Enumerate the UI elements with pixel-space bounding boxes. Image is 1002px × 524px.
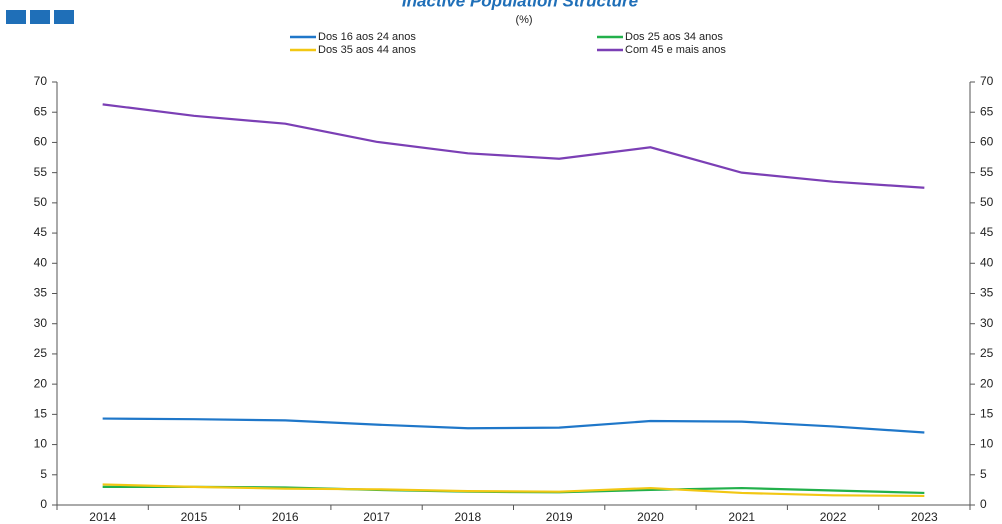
y-tick-label: 10 <box>34 437 48 451</box>
y-tick-label: 65 <box>34 104 48 118</box>
x-tick-label: 2018 <box>454 510 481 524</box>
legend: Dos 16 aos 24 anos Dos 25 aos 34 anos Dos … <box>290 31 726 56</box>
y-tick-label: 5 <box>40 467 47 481</box>
x-tick-label: 2019 <box>546 510 573 524</box>
y2-tick-label: 5 <box>980 467 987 481</box>
x-tick-label: 2015 <box>181 510 208 524</box>
chart-subtitle: (%) <box>515 14 532 26</box>
y-tick-label: 70 <box>34 74 48 88</box>
y2-tick-label: 20 <box>980 376 994 390</box>
series-line <box>102 483 925 498</box>
y2-tick-label: 25 <box>980 346 994 360</box>
legend-label: Com 45 e mais anos <box>625 44 726 56</box>
logo-block <box>54 10 74 24</box>
y-tick-label: 15 <box>34 407 48 421</box>
x-tick-label: 2016 <box>272 510 299 524</box>
y2-tick-label: 0 <box>980 497 987 511</box>
y-tick-label: 50 <box>34 195 48 209</box>
y2-tick-label: 10 <box>980 437 994 451</box>
logo-block <box>6 10 26 24</box>
y2-tick-label: 35 <box>980 286 994 300</box>
y2-tick-label: 60 <box>980 135 994 149</box>
y-tick-label: 30 <box>34 316 48 330</box>
x-tick-label: 2023 <box>911 510 938 524</box>
legend-label: Dos 35 aos 44 anos <box>318 44 416 56</box>
y-tick-label: 0 <box>40 497 47 511</box>
x-tick-label: 2022 <box>820 510 847 524</box>
y2-tick-label: 70 <box>980 74 994 88</box>
y-tick-label: 25 <box>34 346 48 360</box>
x-tick-label: 2014 <box>89 510 116 524</box>
series-line <box>102 103 925 189</box>
logo-block <box>30 10 50 24</box>
y2-tick-label: 45 <box>980 225 994 239</box>
chart-title: Inactive Population Structure <box>402 0 638 10</box>
y2-tick-label: 55 <box>980 165 994 179</box>
y-tick-label: 55 <box>34 165 48 179</box>
y-tick-label: 40 <box>34 255 48 269</box>
legend-label: Dos 16 aos 24 anos <box>318 31 416 43</box>
y2-tick-label: 30 <box>980 316 994 330</box>
x-tick-label: 2021 <box>728 510 755 524</box>
legend-label: Dos 25 aos 34 anos <box>625 31 723 43</box>
y-tick-label: 45 <box>34 225 48 239</box>
y2-tick-label: 15 <box>980 407 994 421</box>
y-tick-label: 20 <box>34 376 48 390</box>
y2-tick-label: 40 <box>980 255 994 269</box>
x-tick-label: 2017 <box>363 510 390 524</box>
y2-tick-label: 50 <box>980 195 994 209</box>
y-tick-label: 60 <box>34 135 48 149</box>
y-tick-label: 35 <box>34 286 48 300</box>
x-tick-label: 2020 <box>637 510 664 524</box>
series-line <box>102 417 925 434</box>
y2-tick-label: 65 <box>980 104 994 118</box>
